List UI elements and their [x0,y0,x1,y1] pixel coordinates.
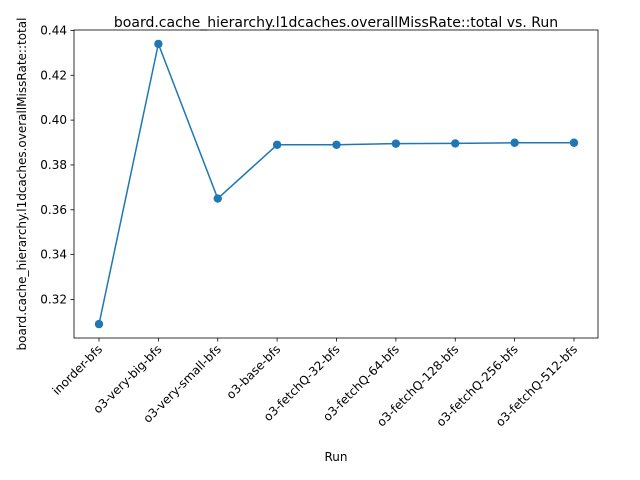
data-point [332,140,341,149]
y-axis-label: board.cache_hierarchy.l1dcaches.overallM… [15,18,29,351]
y-tick-label: 0.38 [40,158,67,172]
chart-title: board.cache_hierarchy.l1dcaches.overallM… [114,15,558,31]
data-point [391,139,401,148]
x-tick-label: o3-base-bfs [224,342,284,402]
data-point [154,39,163,49]
data-point [213,194,222,203]
data-point [272,140,282,149]
series-polyline [98,41,574,325]
y-tick-label: 0.32 [40,292,67,306]
y-tick-label: 0.40 [40,113,67,127]
y-tick-label: 0.44 [40,23,67,37]
y-tick-label: 0.42 [40,68,67,82]
x-tick-label: inorder-bfs [50,342,106,398]
data-point [451,139,460,148]
series-line [94,39,579,329]
x-axis: inorder-bfso3-very-big-bfso3-very-small-… [50,338,580,429]
y-tick-label: 0.34 [40,248,67,262]
x-axis-label: Run [324,450,347,464]
data-point [510,138,519,147]
plot-area-frame [73,29,599,339]
y-tick-label: 0.36 [40,203,67,217]
y-axis: 0.32 0.34 0.36 0.38 0.40 0.42 0.44 [40,23,74,306]
data-point [569,138,579,147]
data-point [94,319,104,329]
